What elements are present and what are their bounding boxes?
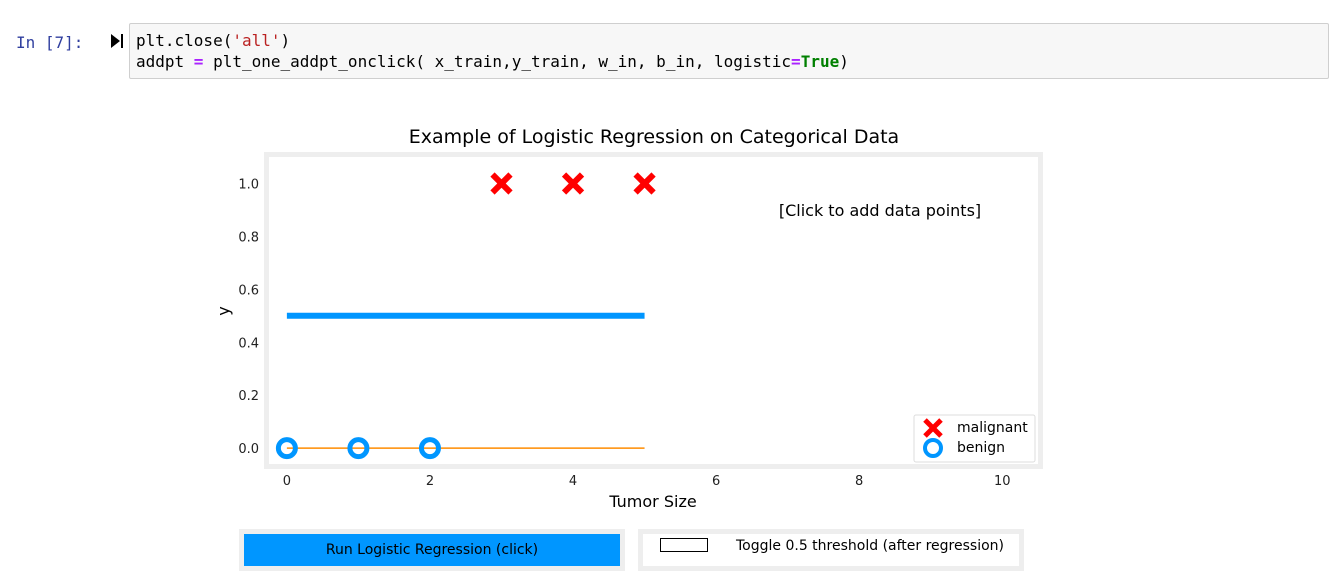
threshold-toggle[interactable]: Toggle 0.5 threshold (after regression) [643,534,1019,566]
code-token: plt_one_addpt_onclick( x_train,y_train, … [203,52,792,71]
threshold-toggle-frame: Toggle 0.5 threshold (after regression) [638,529,1024,571]
code-token: addpt [136,52,194,71]
x-marker-stroke [633,172,656,195]
y-tick-label: 0.2 [238,389,259,404]
y-tick-label: 0.8 [238,230,259,245]
code-operator-token: = [193,52,204,71]
malignant-point [561,172,585,195]
code-string-token: 'all' [232,31,281,50]
chart-title: Example of Logistic Regression on Catego… [409,126,899,148]
legend-benign-marker [923,438,943,458]
malignant-point [633,172,656,195]
x-tick-label: 10 [994,474,1011,489]
legend-malignant-marker [923,418,943,438]
benign-point [418,437,441,460]
y-tick-label: 0.0 [238,442,259,457]
benign-point [275,437,298,460]
code-cell[interactable]: plt.close('all') addpt = plt_one_addpt_o… [129,23,1329,79]
code-line-1: plt.close('all') [136,31,290,50]
malignant-point [490,172,513,195]
code-token: ) [839,52,849,71]
legend-box [913,414,1036,463]
y-tick-label: 0.6 [238,283,259,298]
code-operator-token: = [791,52,801,71]
legend: malignant benign [913,414,1036,463]
cell-prompt: In [7]: [16,33,84,52]
legend-benign-label: benign [957,440,1005,456]
x-tick-label: 4 [569,474,577,489]
x-tick-label: 8 [855,474,863,489]
x-tick-label: 6 [712,474,720,489]
benign-point [347,437,370,460]
code-line-2: addpt = plt_one_addpt_onclick( x_train,y… [136,52,849,71]
threshold-checkbox[interactable] [660,538,708,552]
y-tick-label: 1.0 [238,177,259,192]
code-token: plt.close( [136,31,233,50]
x-axis-label: Tumor Size [608,492,696,511]
plot-annotation: [Click to add data points] [779,201,981,220]
y-tick-label: 0.4 [238,336,259,351]
code-keyword-token: True [800,52,840,71]
run-regression-button[interactable]: Run Logistic Regression (click) [244,534,620,566]
legend-malignant-label: malignant [957,420,1028,436]
run-regression-button-frame: Run Logistic Regression (click) [239,529,625,571]
threshold-toggle-label: Toggle 0.5 threshold (after regression) [736,538,1004,554]
plot-frame [264,152,1043,469]
code-token: ) [280,31,291,50]
y-axis-label: y [214,306,233,315]
x-marker-stroke [561,172,585,195]
run-cell-icon[interactable] [110,33,124,49]
x-tick-label: 2 [426,474,434,489]
x-tick-label: 0 [283,474,291,489]
x-marker-stroke [490,172,513,195]
